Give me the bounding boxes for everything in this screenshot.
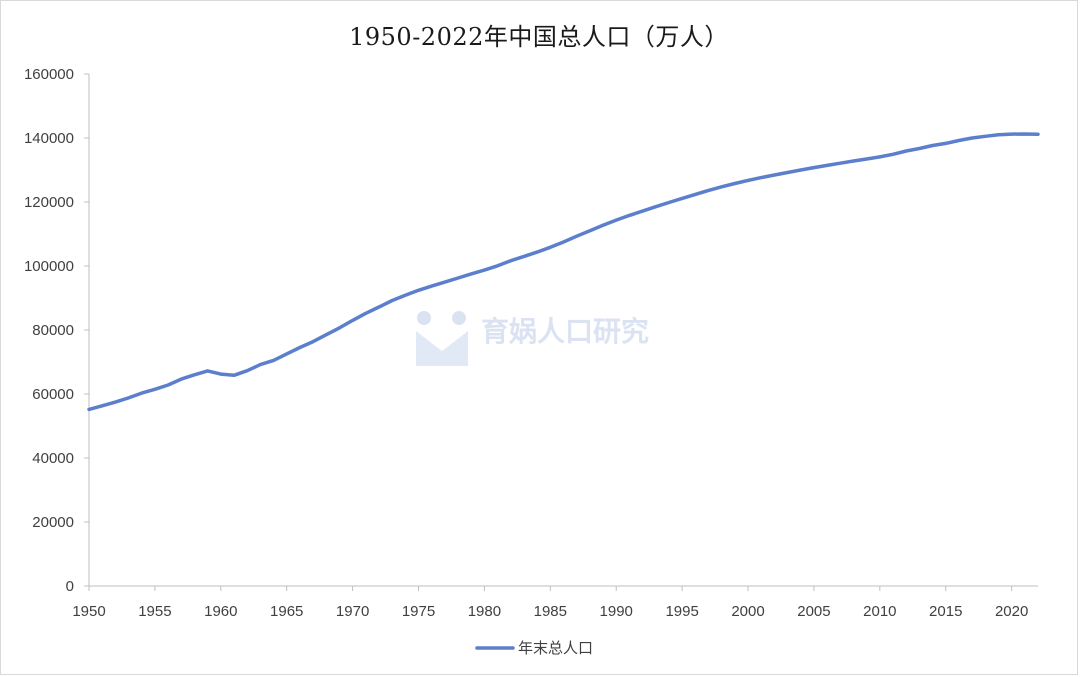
x-tick-label: 1965 <box>270 603 303 620</box>
axes: 0 20000 40000 60000 80000 100000 120000 140000 1… <box>24 66 1038 620</box>
x-tick-label: 1985 <box>534 603 567 620</box>
x-tick-label: 1950 <box>72 603 105 620</box>
y-tick-label: 40000 <box>32 450 74 467</box>
x-tick-label: 2005 <box>797 603 830 620</box>
series-line-0 <box>87 132 1040 412</box>
x-tick-label: 2020 <box>995 603 1028 620</box>
y-tick-label: 120000 <box>24 194 74 211</box>
x-tick-label: 1995 <box>665 603 698 620</box>
y-tick-label: 0 <box>66 578 74 595</box>
y-tick-label: 80000 <box>32 322 74 339</box>
x-tick-label: 2015 <box>929 603 962 620</box>
watermark-text: 育娲人口研究 <box>481 315 649 348</box>
y-tick-label: 20000 <box>32 514 74 531</box>
watermark-logo-icon <box>416 331 468 366</box>
y-tick-label: 60000 <box>32 386 74 403</box>
legend-label: 年末总人口 <box>518 639 593 657</box>
x-tick-label: 1975 <box>402 603 435 620</box>
watermark-logo-dot-right <box>452 311 466 325</box>
x-tick-label: 2000 <box>731 603 764 620</box>
watermark-logo-dot-left <box>417 311 431 325</box>
series-group <box>87 132 1040 412</box>
x-tick-label: 1990 <box>600 603 633 620</box>
chart-title: 1950-2022年中国总人口（万人） <box>349 23 729 51</box>
x-tick-label: 1955 <box>138 603 171 620</box>
x-tick-label: 2010 <box>863 603 896 620</box>
x-tick-label: 1960 <box>204 603 237 620</box>
x-tick-label: 1970 <box>336 603 369 620</box>
watermark: 育娲人口研究 <box>416 311 649 366</box>
y-tick-label: 160000 <box>24 66 74 83</box>
y-tick-label: 100000 <box>24 258 74 275</box>
x-tick-label: 1980 <box>468 603 501 620</box>
legend: 年末总人口 <box>475 639 593 657</box>
y-tick-label: 140000 <box>24 130 74 147</box>
